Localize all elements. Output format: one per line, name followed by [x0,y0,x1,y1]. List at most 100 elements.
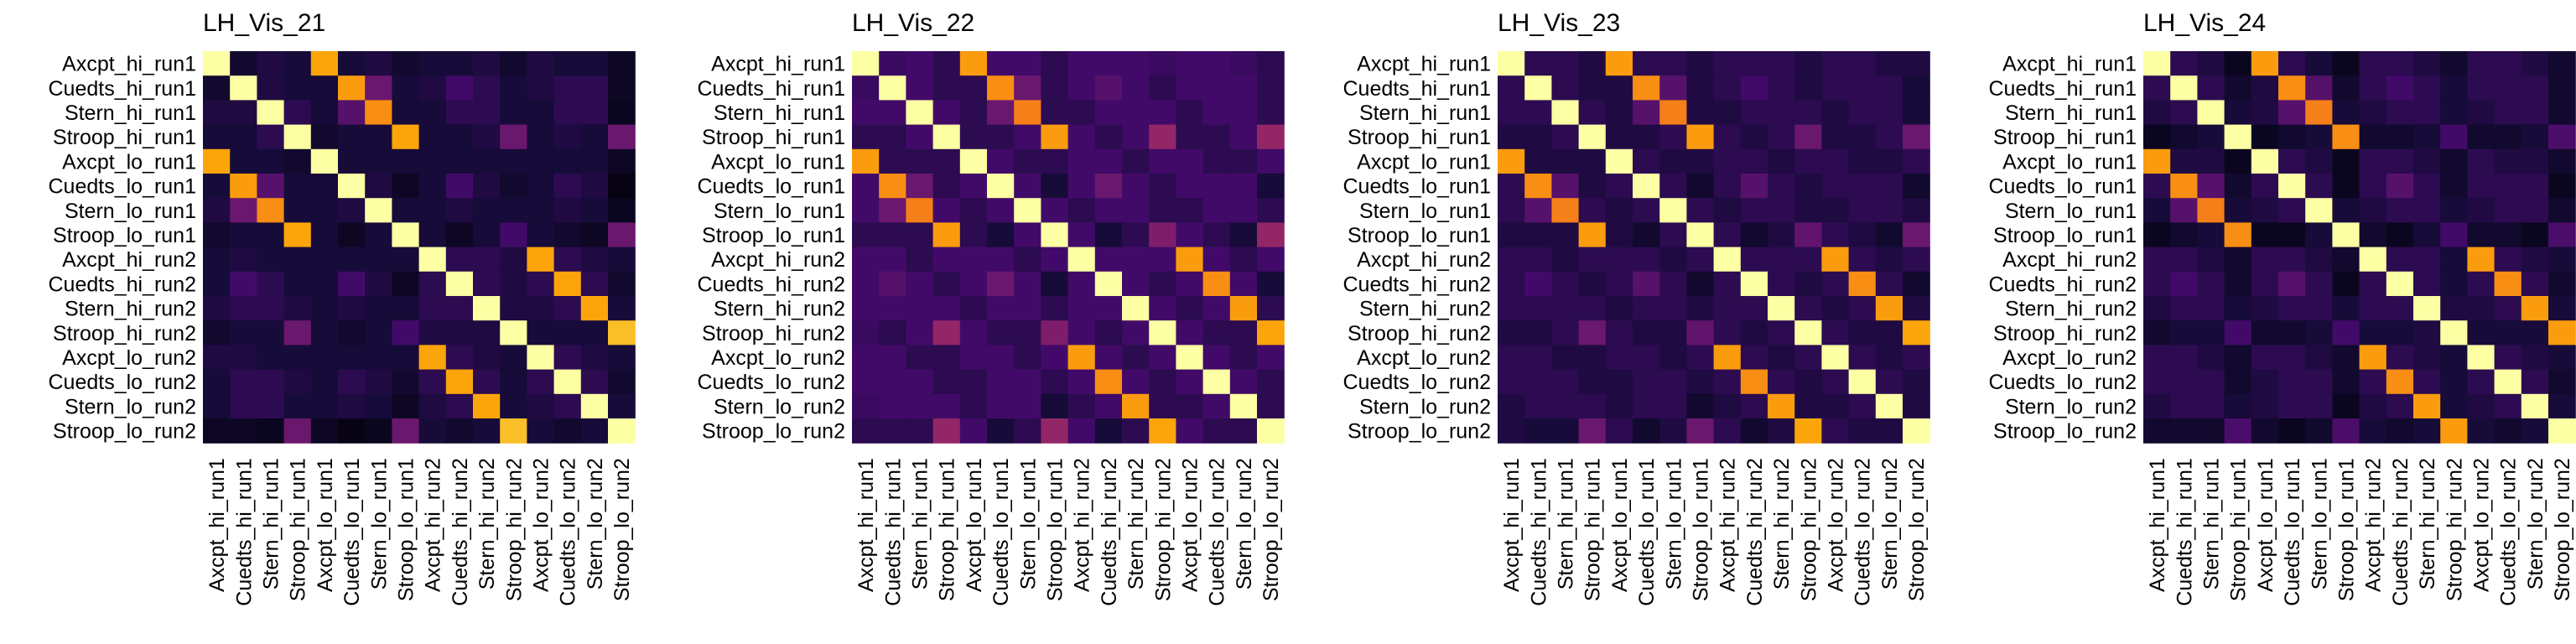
heatmap-cell [553,393,582,419]
heatmap-cell [365,247,392,273]
heatmap-cell [553,247,582,273]
heatmap-cell [2521,418,2549,444]
heatmap-cell [257,51,285,76]
heatmap-cell [1605,369,1633,395]
heatmap-cell [1094,198,1123,223]
heatmap-cell [338,51,366,76]
heatmap-cell [932,198,961,223]
heatmap-cell [392,393,420,419]
heatmap-cell [987,51,1015,76]
heatmap-cell [2332,369,2360,395]
heatmap-cell [906,296,934,321]
heatmap-cell [1794,271,1822,297]
heatmap-cell [1202,320,1231,345]
heatmap-cell [2332,148,2360,174]
heatmap-cell [987,222,1015,248]
heatmap-cell [230,345,257,371]
heatmap-cell [500,148,527,174]
heatmap-cell [2170,320,2198,345]
heatmap-cell [906,100,934,126]
heatmap-cell [2224,222,2252,248]
heatmap-cell [310,393,339,419]
heatmap-cell [852,222,880,248]
heatmap-cell [2278,296,2306,321]
heatmap-cell [1686,148,1715,174]
heatmap-cell [852,247,880,273]
heatmap-cell [1122,148,1150,174]
heatmap-cell [1848,320,1877,345]
heatmap-cell [1014,345,1041,371]
heatmap-cell [1578,369,1607,395]
heatmap-cell [2332,320,2360,345]
heatmap-cell [365,418,392,444]
heatmap-cell [1122,198,1150,223]
heatmap-cell [1903,393,1930,419]
heatmap-cell [879,393,906,419]
heatmap-cell [1041,418,1069,444]
y-tick-label: Stern_lo_run1 [2005,200,2137,223]
heatmap-cell [1202,51,1231,76]
heatmap-cell [257,296,285,321]
heatmap-cell [1551,247,1580,273]
y-tick-label: Axcpt_lo_run2 [2002,346,2137,370]
x-tick-label: Stroop_lo_run2 [2551,458,2574,601]
heatmap-cell [1686,51,1715,76]
heatmap-cell [2332,124,2360,150]
heatmap-cell [1821,320,1850,345]
heatmap-cell [580,418,609,444]
heatmap-cell [2143,393,2171,419]
heatmap-cell [1768,174,1795,199]
x-tick-label: Stroop_lo_run1 [2335,458,2359,601]
heatmap-cell [1149,100,1176,126]
heatmap-cell [1633,320,1660,345]
heatmap-cell [1149,418,1176,444]
heatmap-cell [1498,222,1525,248]
heatmap-cell [1229,51,1258,76]
heatmap-cell [1713,222,1742,248]
heatmap-cell [527,222,555,248]
heatmap-cell [310,369,339,395]
heatmap-cell [2359,222,2387,248]
heatmap-cell [2224,345,2252,371]
heatmap-cell [1014,393,1041,419]
heatmap-cell [445,124,474,150]
heatmap-cell [1875,148,1903,174]
heatmap-cell [392,148,420,174]
heatmap-cell [2251,345,2279,371]
heatmap-cell [527,369,555,395]
heatmap-cell [1848,247,1877,273]
heatmap-cell [2521,75,2549,101]
x-tick-label: Cuedts_lo_run2 [1852,458,1875,606]
heatmap-cell [2251,369,2279,395]
heatmap-cell [473,124,501,150]
heatmap-cell [553,75,582,101]
heatmap-cell [2251,100,2279,126]
heatmap-cell [2440,222,2468,248]
heatmap-cell [1605,198,1633,223]
panel-title: LH_Vis_23 [1498,9,1620,37]
heatmap-cell [257,369,285,395]
heatmap-cell [527,247,555,273]
heatmap-cell [2197,51,2225,76]
heatmap-cell [1202,174,1231,199]
x-tick-label: Cuedts_hi_run2 [449,458,472,606]
heatmap-cell [2332,174,2360,199]
heatmap-cell [1524,320,1552,345]
heatmap-cell [2386,296,2414,321]
heatmap-cell [906,75,934,101]
heatmap-cell [1041,222,1069,248]
heatmap-cell [1713,247,1742,273]
heatmap-cell [1875,369,1903,395]
heatmap-cell [879,124,906,150]
heatmap-cell [553,51,582,76]
heatmap-cell [2386,174,2414,199]
heatmap-cell [580,124,609,150]
heatmap-cell [1821,418,1850,444]
heatmap-cell [1067,247,1096,273]
heatmap-cell [1257,296,1285,321]
heatmap-cell [959,247,988,273]
heatmap-cell [283,100,312,126]
y-tick-label: Cuedts_hi_run1 [48,77,196,101]
heatmap-cell [1633,124,1660,150]
y-tick-label: Stern_lo_run2 [714,395,845,418]
